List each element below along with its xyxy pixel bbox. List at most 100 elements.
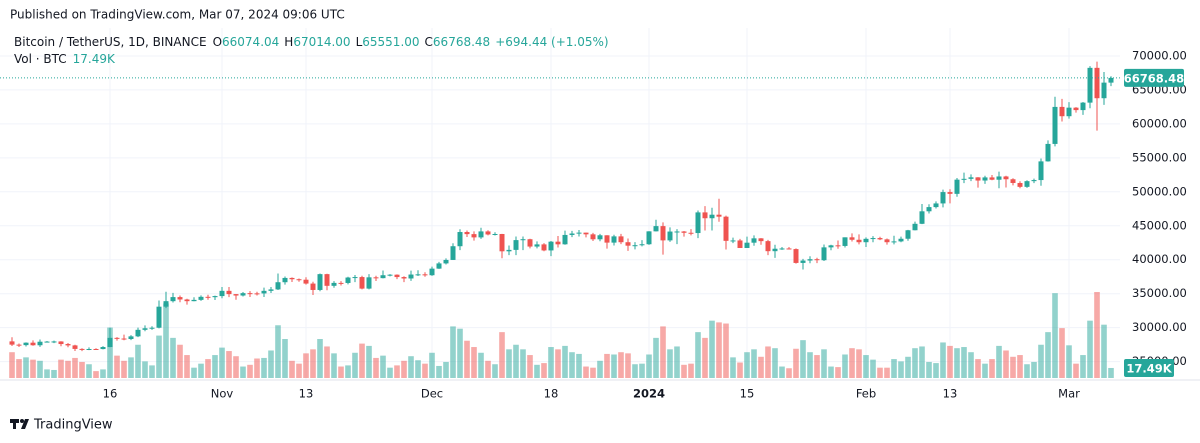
legend-key: H [284, 35, 293, 49]
candle-body [1094, 67, 1100, 99]
legend-key: O [213, 35, 222, 49]
candle-body [37, 341, 43, 346]
volume-bar [723, 323, 729, 378]
volume-bar [1094, 292, 1100, 378]
volume-bar [268, 350, 274, 378]
volume-bar [870, 359, 876, 378]
x-tick-label: Nov [211, 387, 234, 401]
last-price-label: 66768.48 [1124, 71, 1184, 85]
candle-body [1101, 82, 1107, 99]
candle-body [597, 235, 603, 240]
candle-body [1045, 143, 1051, 162]
candle-body [100, 347, 106, 350]
volume-bar [702, 337, 708, 378]
candle-body [758, 238, 764, 242]
volume-bar [618, 352, 624, 378]
candle-body [464, 232, 470, 235]
candle-body [408, 274, 414, 279]
volume-bar [632, 364, 638, 378]
candle-body [1087, 67, 1093, 103]
published-note: Published on TradingView.com, Mar 07, 20… [10, 8, 345, 22]
candle-body [877, 238, 883, 240]
candle-body [954, 179, 960, 194]
candle-body [352, 277, 358, 279]
candle-body [1024, 181, 1030, 187]
volume-bar [226, 351, 232, 378]
volume-bar [93, 371, 99, 378]
volume-bar [415, 360, 421, 378]
volume-bar [807, 352, 813, 378]
candle-body [114, 337, 120, 339]
candle-body [1052, 106, 1058, 144]
volume-bar [275, 325, 281, 378]
candle-body [359, 277, 365, 289]
volume-bar [79, 361, 85, 378]
candle-body [296, 279, 302, 281]
candle-body [793, 249, 799, 263]
candle-body [254, 293, 260, 295]
volume-bar [121, 360, 127, 378]
candle-body [1080, 102, 1086, 111]
grid [0, 28, 1120, 380]
candle-body [268, 289, 274, 291]
last-price-tag [1124, 68, 1184, 87]
volume-bar [37, 360, 43, 378]
candle-body [275, 282, 281, 290]
candle-body [779, 248, 785, 250]
volume-bar [44, 369, 50, 378]
candle-body [940, 192, 946, 204]
candle-body [569, 233, 575, 235]
volume-bar [737, 362, 743, 378]
candle-body [709, 214, 715, 219]
candle-body [289, 277, 295, 280]
volume-bar [1066, 345, 1072, 378]
volume-bar [520, 349, 526, 378]
y-tick-label: 70000.00 [1132, 48, 1187, 62]
volume-bar [912, 348, 918, 378]
candle-body [58, 341, 64, 345]
candle-body [765, 241, 771, 252]
volume-bar [450, 326, 456, 378]
volume-bar [926, 361, 932, 378]
candle-body [555, 241, 561, 245]
candle-body [1003, 176, 1009, 180]
volume-bar [576, 353, 582, 378]
candle-body [478, 231, 484, 238]
volume-bar [569, 352, 575, 378]
candle-body [590, 234, 596, 240]
volume-bar [401, 360, 407, 378]
y-tick-label: 55000.00 [1132, 150, 1187, 164]
volume-bar [814, 355, 820, 378]
candle-body [485, 231, 491, 235]
candle-body [338, 282, 344, 284]
volume-bar [555, 349, 561, 378]
volume-value: 17.49K [73, 52, 116, 66]
volume-bar [709, 320, 715, 378]
volume-bar [324, 346, 330, 378]
volume-bar [765, 346, 771, 378]
volume-bar [9, 352, 15, 378]
volume-bar [856, 349, 862, 378]
candle-body [23, 342, 29, 346]
candle-body [170, 297, 176, 302]
volume-bar [212, 355, 218, 378]
candle-body [933, 203, 939, 208]
volume-bar [303, 353, 309, 378]
volume-bar [730, 357, 736, 378]
x-tick-label: 16 [103, 387, 118, 401]
volume-bar [891, 359, 897, 378]
candle-body [149, 327, 155, 329]
candle-body [667, 231, 673, 241]
candle-body [611, 236, 617, 243]
volume-bar [590, 367, 596, 378]
volume-bar [996, 345, 1002, 378]
volume-bar [905, 356, 911, 378]
volume-bar [310, 349, 316, 378]
volume-bar [436, 365, 442, 378]
candle-body [646, 231, 652, 245]
candle-body [716, 214, 722, 217]
candle-body [1017, 182, 1023, 187]
candle-body [1108, 77, 1114, 83]
candle-body [226, 290, 232, 295]
candle-body [380, 275, 386, 279]
